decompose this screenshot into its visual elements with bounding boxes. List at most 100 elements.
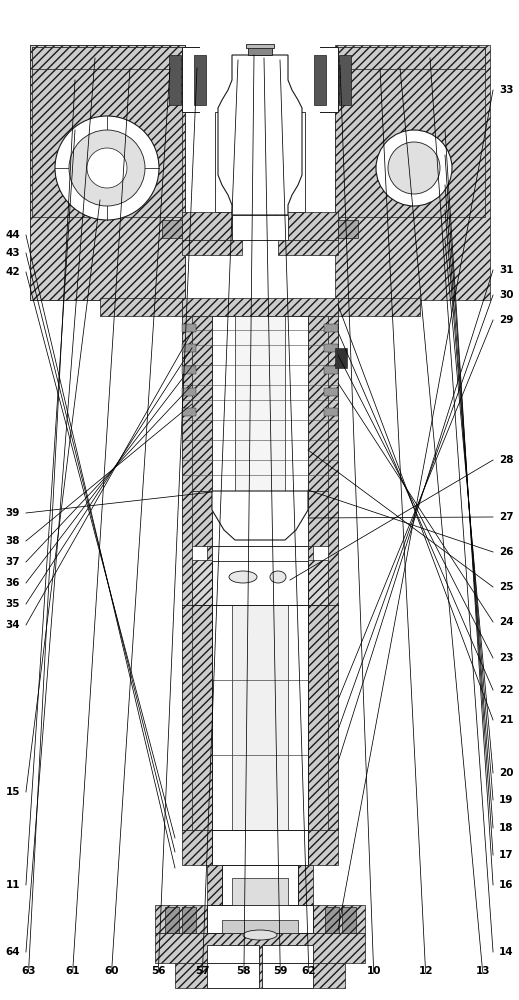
Text: 10: 10	[366, 966, 381, 976]
Bar	[339, 55, 351, 105]
Text: 39: 39	[6, 508, 20, 518]
Bar	[182, 907, 196, 933]
Text: 42: 42	[5, 267, 20, 277]
Text: 37: 37	[5, 557, 20, 567]
Bar	[182, 240, 242, 255]
Bar	[212, 830, 308, 865]
Text: 59: 59	[273, 966, 288, 976]
Bar	[308, 830, 338, 865]
Text: 38: 38	[6, 536, 20, 546]
Text: 61: 61	[65, 966, 80, 976]
Bar	[182, 212, 338, 240]
Bar	[155, 905, 365, 933]
Bar	[207, 546, 313, 561]
Text: 43: 43	[5, 248, 20, 258]
Bar	[335, 348, 347, 368]
Text: 35: 35	[6, 599, 20, 609]
Bar	[308, 491, 338, 546]
Bar	[100, 298, 182, 316]
Bar	[278, 240, 338, 255]
Bar	[182, 344, 196, 352]
Text: 21: 21	[499, 715, 513, 725]
Bar	[182, 605, 212, 830]
Ellipse shape	[243, 930, 277, 940]
Bar	[262, 945, 313, 963]
Bar	[324, 344, 338, 352]
Text: 29: 29	[499, 315, 513, 325]
Text: 30: 30	[499, 290, 513, 300]
Text: 34: 34	[5, 620, 20, 630]
Polygon shape	[212, 491, 308, 540]
Bar	[182, 47, 338, 112]
Text: 20: 20	[499, 768, 513, 778]
Bar	[338, 220, 358, 238]
Bar	[324, 408, 338, 416]
Bar	[182, 491, 212, 546]
Bar	[162, 220, 182, 238]
Bar	[215, 112, 305, 212]
Bar	[175, 963, 345, 988]
Bar	[335, 45, 490, 300]
Text: 62: 62	[302, 966, 316, 976]
Bar	[222, 920, 298, 933]
Circle shape	[55, 116, 159, 220]
Bar	[182, 316, 192, 830]
Bar	[335, 47, 485, 69]
Bar	[338, 298, 420, 316]
Polygon shape	[218, 55, 302, 215]
Bar	[30, 45, 185, 300]
Bar	[212, 491, 308, 546]
Bar	[169, 55, 181, 105]
Text: 26: 26	[499, 547, 513, 557]
Text: 25: 25	[499, 582, 513, 592]
Bar	[200, 47, 320, 247]
Bar	[250, 48, 270, 55]
Bar	[182, 316, 212, 491]
Text: 27: 27	[499, 512, 514, 522]
Text: 24: 24	[499, 617, 514, 627]
Ellipse shape	[229, 571, 257, 583]
Bar	[324, 366, 338, 374]
Text: 28: 28	[499, 455, 513, 465]
Text: 57: 57	[195, 966, 210, 976]
Text: 15: 15	[6, 787, 20, 797]
Bar	[182, 298, 338, 316]
Text: 14: 14	[499, 947, 514, 957]
Text: 12: 12	[418, 966, 433, 976]
Bar	[222, 865, 298, 905]
Bar	[308, 605, 338, 830]
Bar	[325, 907, 339, 933]
Bar	[248, 47, 272, 55]
Text: 13: 13	[475, 966, 490, 976]
Bar	[232, 605, 288, 830]
Bar	[30, 45, 185, 300]
Bar	[314, 55, 326, 105]
Bar	[262, 963, 313, 988]
Text: 63: 63	[21, 966, 36, 976]
Text: 23: 23	[499, 653, 513, 663]
Bar	[212, 605, 308, 830]
Bar	[30, 45, 185, 300]
Bar	[194, 55, 206, 105]
Bar	[207, 963, 259, 988]
Text: 31: 31	[499, 265, 513, 275]
Bar	[335, 47, 485, 217]
Bar	[32, 47, 182, 217]
Bar	[182, 830, 212, 865]
Text: 58: 58	[237, 966, 251, 976]
Bar	[182, 324, 196, 332]
Text: 19: 19	[499, 795, 513, 805]
Bar	[207, 865, 313, 905]
Text: 16: 16	[499, 880, 513, 890]
Text: 22: 22	[499, 685, 513, 695]
Bar	[155, 933, 365, 963]
Text: 44: 44	[5, 230, 20, 240]
Bar	[232, 878, 288, 905]
Bar	[232, 215, 288, 240]
Bar	[328, 316, 338, 830]
Bar	[246, 44, 274, 48]
Text: 33: 33	[499, 85, 513, 95]
Text: 11: 11	[6, 880, 20, 890]
Bar	[212, 546, 308, 561]
Bar	[324, 388, 338, 396]
